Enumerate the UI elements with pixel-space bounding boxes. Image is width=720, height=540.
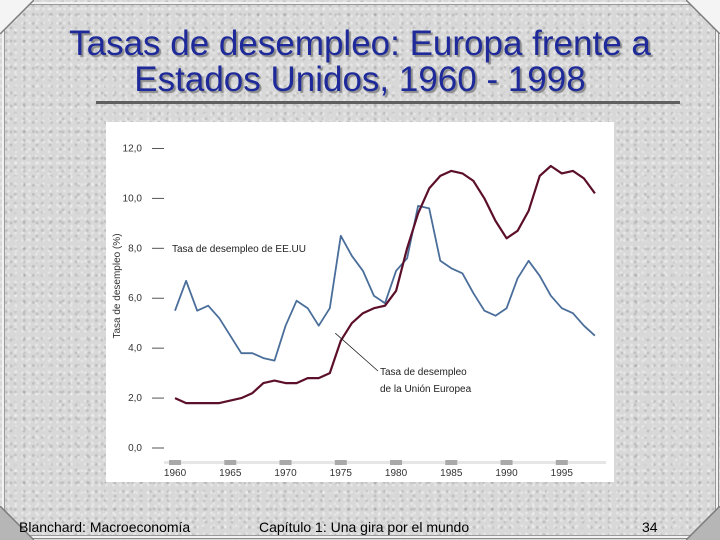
y-tick-label: 2,0	[128, 393, 142, 404]
x-tick-label: 1985	[440, 468, 463, 479]
corner-ornament-bottom-right	[686, 506, 720, 540]
footer-chapter: Capítulo 1: Una gira por el mundo	[259, 519, 470, 535]
y-tick-label: 4,0	[128, 343, 142, 354]
y-tick-label: 6,0	[128, 293, 142, 304]
slide-title-line-1: Tasas de desempleo: Europa frente a	[69, 24, 651, 63]
x-tick-label: 1970	[274, 468, 297, 479]
x-axis-marker	[169, 460, 182, 465]
annotation-eu-leader	[335, 332, 379, 372]
y-axis-label: Tasa de desempleo (%)	[112, 233, 123, 338]
title-underline	[96, 101, 680, 104]
y-tick-label: 12,0	[123, 143, 143, 154]
x-axis-band	[164, 461, 606, 464]
x-axis-marker	[390, 460, 403, 465]
x-axis-marker	[555, 460, 568, 465]
annotation-us: Tasa de desempleo de EE.UU	[172, 244, 306, 255]
slide-title-line-2: Estados Unidos, 1960 - 1998	[134, 60, 586, 99]
slide-number: 34	[642, 519, 658, 535]
corner-ornament-top-right	[686, 0, 720, 34]
y-tick-label: 0,0	[128, 443, 142, 454]
x-tick-label: 1995	[551, 468, 574, 479]
annotation-eu-line-1: Tasa de desempleo	[380, 367, 467, 378]
unemployment-chart: 0,0 2,0 4,0 6,0 8,0 10,0 12,0 Tasa de desempleo…	[106, 122, 614, 482]
series-line-eu	[174, 164, 596, 405]
footer-book-title: Blanchard: Macroeconomía	[19, 519, 191, 535]
x-tick-label: 1960	[164, 468, 187, 479]
x-axis-marker	[224, 460, 237, 465]
series-line-us	[174, 205, 596, 362]
slide-title: Tasas de desempleo: Europa frente a Esta…	[20, 26, 700, 98]
x-axis-marker	[279, 460, 292, 465]
corner-ornament-bottom-left	[0, 506, 34, 540]
x-tick-label: 1990	[495, 468, 518, 479]
x-axis-marker	[334, 460, 347, 465]
x-tick-label: 1965	[219, 468, 242, 479]
corner-ornament-top-left	[0, 0, 34, 34]
x-tick-label: 1980	[385, 468, 408, 479]
x-tick-label: 1975	[330, 468, 353, 479]
x-axis-marker	[445, 460, 458, 465]
y-tick-label: 10,0	[123, 193, 143, 204]
x-axis-marker	[500, 460, 513, 465]
unemployment-chart-svg: 0,0 2,0 4,0 6,0 8,0 10,0 12,0 Tasa de desempleo…	[112, 143, 606, 479]
y-tick-label: 8,0	[128, 243, 142, 254]
annotation-eu-line-2: de la Unión Europea	[380, 384, 472, 395]
